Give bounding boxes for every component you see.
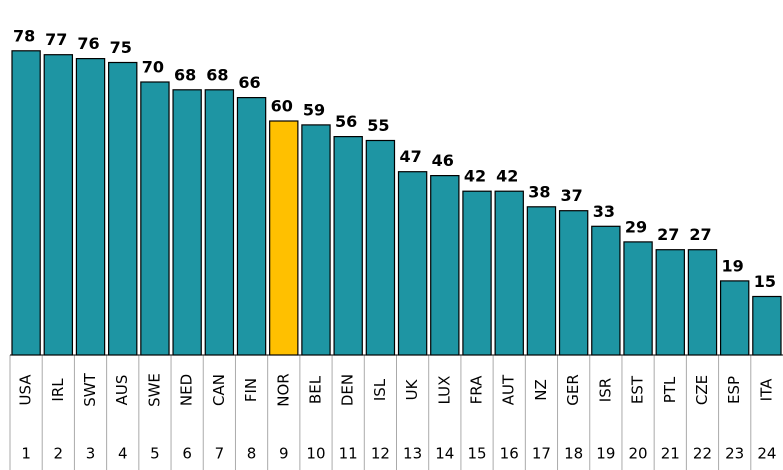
value-label: 68 (174, 65, 196, 84)
x-tick-label: EST (629, 375, 647, 404)
x-tick-label: GER (564, 374, 582, 406)
bar (397, 171, 428, 356)
value-label: 70 (142, 58, 164, 77)
x-tick-label: NOR (274, 373, 292, 406)
rank-label: 9 (279, 445, 289, 463)
x-tick-label: PTL (661, 376, 679, 403)
x-tick-label: NZ (532, 379, 550, 401)
value-label: 27 (657, 225, 679, 244)
x-tick-label: NED (178, 374, 196, 406)
x-tick-label: CAN (210, 374, 228, 406)
value-label: 27 (689, 225, 711, 244)
rank-label: 7 (215, 445, 225, 463)
rank-label: 6 (182, 445, 192, 463)
bar (269, 120, 299, 356)
rank-label: 1 (21, 445, 31, 463)
x-tick-label: USA (17, 374, 35, 406)
bar (687, 249, 718, 356)
rank-label: 19 (596, 445, 615, 463)
bar (43, 54, 74, 356)
x-tick-label: AUS (113, 375, 131, 406)
value-label: 37 (561, 186, 583, 205)
x-tick-label: ITA (757, 378, 775, 401)
value-label: 15 (754, 272, 776, 291)
rank-label: 12 (371, 445, 390, 463)
value-label: 56 (335, 112, 357, 131)
x-tick-label: LUX (435, 376, 453, 405)
bar (140, 81, 170, 356)
rank-label: 4 (118, 445, 128, 463)
bar (719, 280, 750, 356)
rank-label: 8 (247, 445, 257, 463)
bar (430, 175, 460, 356)
x-tick-label: FIN (242, 378, 260, 402)
x-tick-label: CZE (693, 375, 711, 405)
value-label: 19 (722, 256, 744, 275)
rank-label: 14 (435, 445, 454, 463)
rank-label: 22 (693, 445, 712, 463)
bar (462, 190, 492, 356)
x-tick-label: FRA (468, 375, 486, 404)
x-tick-label: IRL (49, 378, 67, 402)
value-label: 29 (625, 217, 647, 236)
rank-label: 21 (661, 445, 680, 463)
bar (623, 241, 653, 356)
rank-label: 11 (339, 445, 358, 463)
rank-label: 23 (725, 445, 744, 463)
x-tick-label: UK (403, 378, 421, 400)
bar (108, 61, 138, 356)
value-label: 59 (303, 100, 325, 119)
value-label: 68 (206, 65, 228, 84)
value-label: 78 (13, 26, 35, 45)
rank-label: 18 (564, 445, 583, 463)
rank-label: 10 (306, 445, 325, 463)
rank-label: 5 (150, 445, 160, 463)
rank-label: 24 (757, 445, 776, 463)
value-label: 46 (432, 151, 454, 170)
rank-label: 3 (86, 445, 96, 463)
x-tick-label: SWE (145, 373, 163, 407)
bar (752, 295, 782, 356)
bar (333, 136, 363, 356)
value-label: 77 (45, 30, 67, 49)
bar (172, 89, 202, 356)
bar (526, 206, 557, 356)
bar (11, 50, 41, 356)
x-tick-label: DEN (339, 374, 357, 406)
x-tick-label: ESP (725, 376, 743, 404)
bar (301, 124, 331, 356)
rank-label: 16 (500, 445, 519, 463)
value-label: 76 (77, 34, 99, 53)
value-label: 42 (464, 167, 486, 186)
value-label: 38 (528, 182, 550, 201)
rank-label: 15 (467, 445, 486, 463)
value-label: 33 (593, 202, 615, 221)
bar (204, 89, 235, 356)
value-label: 75 (110, 38, 132, 57)
bar (494, 190, 524, 356)
x-tick-label: ISR (596, 378, 614, 402)
rank-label: 2 (54, 445, 64, 463)
rank-label: 17 (532, 445, 551, 463)
bar (591, 225, 621, 356)
value-label: 66 (238, 73, 260, 92)
bar (558, 210, 589, 356)
x-tick-label: SWT (81, 372, 99, 406)
bar (236, 96, 267, 356)
x-tick-label: ISL (371, 378, 389, 401)
value-label: 55 (367, 116, 389, 135)
bar (75, 57, 106, 356)
value-label: 60 (271, 97, 293, 116)
value-label: 42 (496, 167, 518, 186)
bar (365, 139, 396, 356)
rank-label: 13 (403, 445, 422, 463)
value-label: 47 (399, 147, 421, 166)
rank-label: 20 (629, 445, 648, 463)
x-tick-label: BEL (306, 375, 324, 404)
bar (655, 249, 685, 356)
x-tick-label: AUT (500, 374, 518, 405)
